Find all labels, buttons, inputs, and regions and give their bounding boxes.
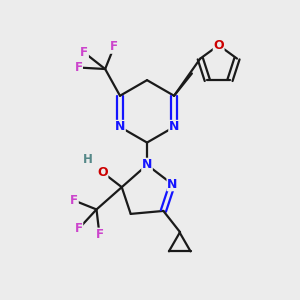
Text: N: N xyxy=(115,121,125,134)
Text: F: F xyxy=(95,228,104,241)
Text: N: N xyxy=(142,158,152,171)
Text: N: N xyxy=(167,178,178,191)
Text: O: O xyxy=(97,166,108,179)
Text: N: N xyxy=(169,121,179,134)
Text: O: O xyxy=(213,39,224,52)
Text: F: F xyxy=(80,46,88,59)
Text: F: F xyxy=(75,222,83,235)
Text: F: F xyxy=(110,40,118,53)
Text: F: F xyxy=(70,194,78,207)
Text: F: F xyxy=(74,61,83,74)
Text: H: H xyxy=(82,153,92,166)
